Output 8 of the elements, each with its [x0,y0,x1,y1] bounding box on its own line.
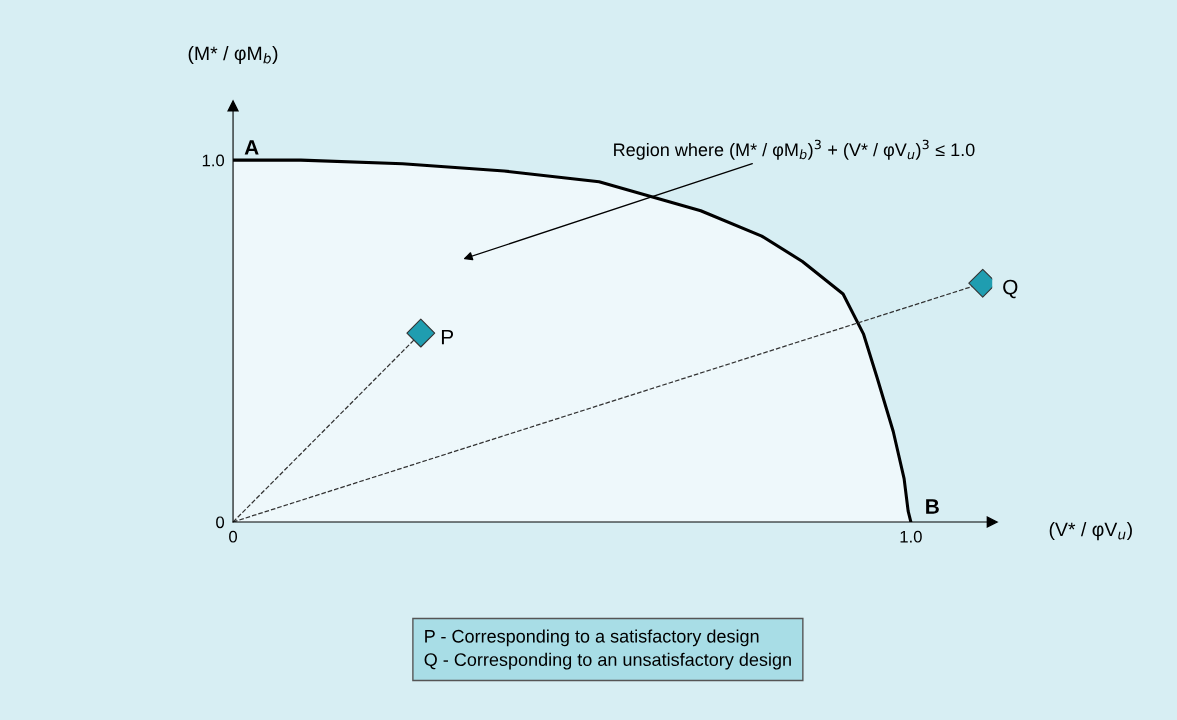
annotation: B [926,499,939,514]
text: Region where (M* / φM$_{b}$)$^{3}$ + (V* / φV$_{u}$)$^{3}$ ≤ 1.0 [614,139,975,160]
annotation: A [244,140,259,155]
series-label: P [441,329,454,345]
series-label: Q [1003,279,1018,299]
y-axis-title: (M* / φM$_{b}$) [188,45,278,65]
x-axis-title: (V* / φV$_{u}$) [1049,522,1132,541]
text: P - Corresponding to a satisfactory design Q - Corresponding to an unsatisfactory design [424,629,791,670]
